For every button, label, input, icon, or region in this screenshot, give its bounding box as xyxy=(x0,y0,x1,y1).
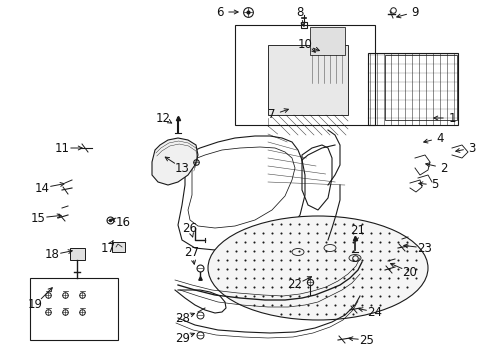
Polygon shape xyxy=(152,138,198,185)
Text: 19: 19 xyxy=(27,298,43,311)
Text: 29: 29 xyxy=(175,332,191,345)
Ellipse shape xyxy=(208,216,428,320)
Text: 12: 12 xyxy=(155,112,171,125)
Bar xyxy=(385,55,457,120)
Text: 28: 28 xyxy=(175,311,191,324)
Text: 13: 13 xyxy=(174,162,190,175)
Text: 23: 23 xyxy=(417,242,433,255)
Bar xyxy=(235,25,375,125)
Text: 16: 16 xyxy=(116,216,130,229)
Polygon shape xyxy=(112,242,125,252)
Bar xyxy=(310,27,345,55)
Text: 22: 22 xyxy=(288,279,302,292)
Text: 17: 17 xyxy=(100,242,116,255)
Polygon shape xyxy=(70,248,85,260)
Text: 7: 7 xyxy=(268,108,276,122)
Text: 24: 24 xyxy=(368,306,383,319)
Text: 1: 1 xyxy=(448,112,456,125)
Text: 14: 14 xyxy=(34,181,49,194)
Text: 26: 26 xyxy=(182,221,197,234)
Bar xyxy=(30,278,118,340)
Text: 5: 5 xyxy=(431,179,439,192)
Text: 18: 18 xyxy=(45,248,59,261)
Text: 15: 15 xyxy=(30,211,46,225)
Text: 25: 25 xyxy=(360,333,374,346)
Text: 20: 20 xyxy=(403,266,417,279)
Bar xyxy=(268,45,348,115)
Text: 8: 8 xyxy=(296,5,304,18)
Text: 9: 9 xyxy=(411,5,419,18)
Text: 21: 21 xyxy=(350,224,366,237)
Text: 11: 11 xyxy=(54,141,70,154)
Text: 3: 3 xyxy=(468,141,476,154)
Text: 10: 10 xyxy=(297,39,313,51)
Text: 6: 6 xyxy=(216,5,224,18)
Text: 27: 27 xyxy=(185,246,199,258)
Text: 2: 2 xyxy=(440,162,448,175)
Bar xyxy=(368,53,458,125)
Text: 4: 4 xyxy=(436,131,444,144)
